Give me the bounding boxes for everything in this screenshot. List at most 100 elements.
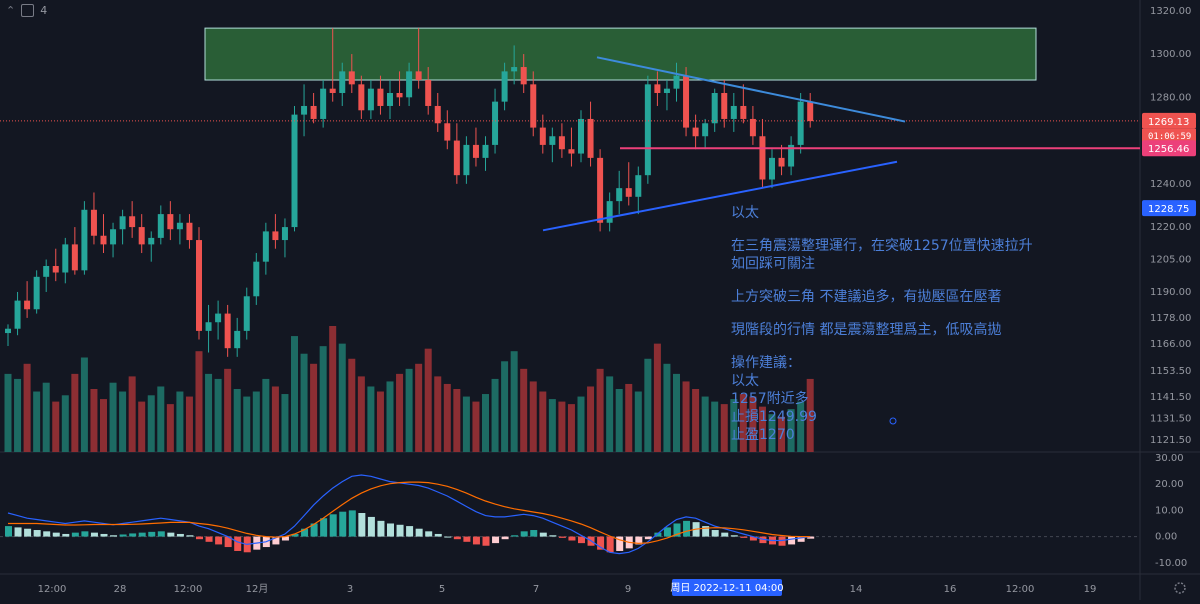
price-tick-label: 1190.00	[1150, 287, 1191, 298]
candle-body	[644, 84, 651, 176]
macd-histogram-bar	[520, 531, 528, 537]
macd-histogram-bar	[807, 536, 815, 539]
volume-bar	[462, 396, 470, 452]
candle-body	[148, 237, 155, 245]
macd-histogram-bar	[740, 536, 748, 538]
macd-line	[7, 474, 811, 555]
annot-line-2: 如回踩可關注	[731, 256, 815, 272]
macd-histogram-bar	[730, 535, 738, 537]
candle-body	[329, 88, 336, 93]
macd-histogram-bar	[396, 524, 404, 537]
settings-gear-icon[interactable]	[1174, 582, 1186, 594]
time-tick-label: 7	[533, 584, 539, 595]
candle-body	[807, 101, 814, 122]
volume-bar	[348, 358, 356, 452]
candle-body	[243, 296, 250, 331]
crosshair-date-bg	[672, 579, 782, 596]
candle-body	[788, 144, 795, 167]
macd-histogram-bar	[310, 523, 318, 537]
chevron-icon[interactable]: ⌃	[6, 3, 16, 17]
candle-body	[663, 88, 670, 93]
price-tick-label: 1153.50	[1150, 366, 1191, 377]
macd-histogram-bar	[549, 535, 557, 537]
volume-bar	[252, 391, 260, 452]
macd-histogram-bar	[511, 535, 519, 537]
volume-bar	[271, 386, 279, 452]
volume-bar	[606, 376, 614, 452]
volume-bar	[424, 348, 432, 452]
volume-bar	[310, 363, 318, 452]
macd-histogram-bar	[673, 523, 681, 537]
candle-body	[367, 88, 374, 111]
volume-bar	[109, 382, 117, 452]
macd-histogram-bar	[453, 536, 461, 540]
volume-bar	[453, 389, 461, 452]
time-tick-label: 9	[625, 584, 631, 595]
macd-histogram-bar	[24, 528, 32, 537]
candle-body	[81, 209, 88, 271]
volume-bar	[33, 391, 41, 452]
macd-histogram-bar	[14, 527, 22, 537]
annot-title: 以太	[731, 205, 759, 221]
macd-histogram-bar	[539, 532, 547, 537]
volume-bar	[587, 386, 595, 452]
volume-bar	[434, 376, 442, 452]
candle-body	[673, 75, 680, 89]
crosshair-price-tag-bg	[1142, 200, 1196, 217]
macd-histogram-bar	[33, 530, 41, 537]
volume-bar	[673, 373, 680, 452]
crosshair-date-label: 周日 2022-12-11 04:00	[670, 582, 783, 594]
macd-histogram-bar	[578, 536, 585, 544]
macd-histogram-bar	[654, 532, 662, 537]
macd-histogram-bar	[568, 536, 576, 541]
macd-histogram-bar	[444, 536, 452, 538]
macd-histogram-bar	[367, 516, 375, 537]
candle-body	[205, 322, 212, 331]
volume-bar	[367, 386, 375, 452]
volume-bar	[205, 373, 213, 452]
annot-line-6: 以太	[731, 373, 759, 389]
macd-histogram-bar	[71, 532, 79, 537]
volume-bar	[42, 382, 50, 452]
volume-bar	[558, 401, 566, 452]
time-tick-label: 12:00	[38, 584, 67, 595]
volume-bar	[577, 396, 585, 452]
macd-histogram-bar	[472, 536, 480, 545]
volume-bar	[291, 336, 298, 452]
macd-histogram-bar	[234, 536, 242, 551]
analysis-annotation[interactable]: 以太 在三角震蕩整理運行，在突破1257位置快速拉升 如回踩可關注 上方突破三角…	[731, 204, 1033, 444]
volume-bar	[338, 343, 346, 452]
current-price-tag: 1269.13	[1148, 117, 1189, 128]
candle-body	[14, 300, 21, 329]
volume-bar	[157, 386, 165, 452]
candle-body	[616, 188, 623, 202]
candle-body	[425, 80, 432, 106]
candle-body	[539, 127, 546, 145]
volume-bar	[663, 363, 671, 452]
volume-bar	[768, 414, 776, 452]
macd-tick-label: 30.00	[1155, 453, 1184, 464]
macd-histogram-bar	[530, 530, 538, 537]
volume-bar	[119, 391, 127, 452]
macd-tick-label: 20.00	[1155, 479, 1184, 490]
macd-histogram-bar	[196, 536, 203, 540]
macd-histogram-bar	[711, 530, 719, 537]
volume-bar	[61, 395, 69, 452]
candle-body	[62, 244, 69, 273]
candle-body	[520, 67, 527, 85]
annot-line-3: 上方突破三角 不建議追多，有拋壓區在壓著	[731, 289, 1002, 305]
volume-bar	[319, 346, 327, 452]
macd-histogram-bar	[683, 520, 691, 537]
volume-bar	[443, 383, 451, 452]
macd-histogram-bar	[281, 536, 289, 541]
volume-bar	[214, 378, 222, 452]
indicator-toggle-icon[interactable]	[21, 3, 35, 17]
time-tick-label: 28	[114, 584, 127, 595]
candle-body	[301, 105, 308, 115]
candle-body	[281, 227, 288, 241]
macd-histogram-bar	[90, 532, 98, 537]
volume-bar	[100, 399, 107, 452]
candle-body	[730, 105, 737, 119]
